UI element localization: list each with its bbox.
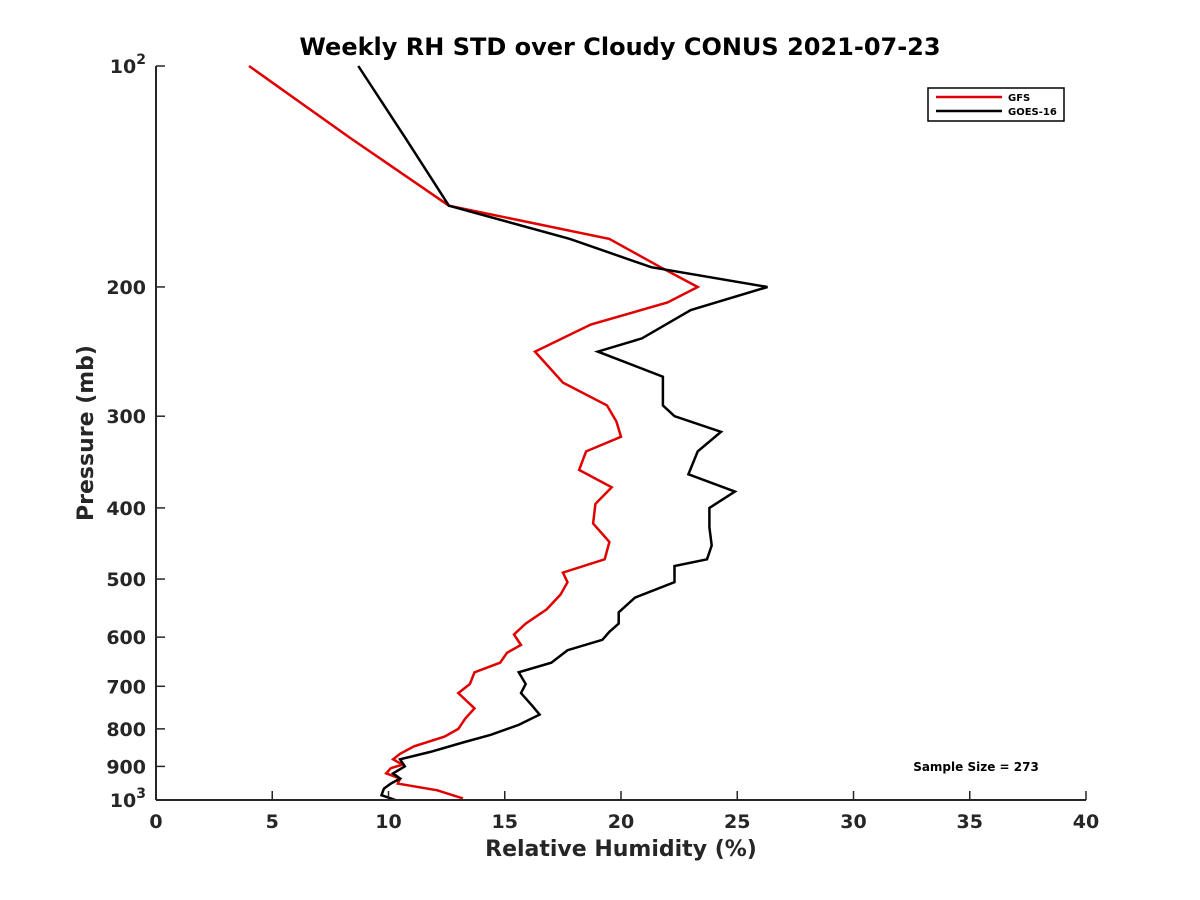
legend-label-gfs: GFS xyxy=(1008,93,1030,104)
legend-box xyxy=(927,87,1065,122)
x-tick-label: 30 xyxy=(840,811,866,833)
y-tick-label: 103 xyxy=(110,786,146,812)
y-tick-label: 800 xyxy=(106,719,146,741)
x-tick-label: 5 xyxy=(266,811,279,833)
y-tick-label: 500 xyxy=(106,569,146,591)
y-axis-ticks: 102 200 300 400 500 600 700 800 900 103 xyxy=(106,52,165,812)
x-tick-label: 0 xyxy=(149,811,162,833)
x-axis-ticks: 0 5 10 15 20 25 30 35 40 xyxy=(149,791,1099,833)
series-line-goes16 xyxy=(357,65,768,802)
y-axis-label: Pressure (mb) xyxy=(74,345,99,521)
chart-title: Weekly RH STD over Cloudy CONUS 2021-07-… xyxy=(299,33,940,61)
y-tick-label: 400 xyxy=(106,498,146,520)
series-layer xyxy=(248,64,768,802)
y-tick-label: 600 xyxy=(106,627,146,649)
y-tick-label: 102 xyxy=(110,52,146,78)
series-line-gfs xyxy=(248,64,701,800)
sample-size-annotation: Sample Size = 273 xyxy=(913,760,1039,774)
x-tick-label: 20 xyxy=(608,811,634,833)
legend: GFS GOES-16 xyxy=(927,87,1065,122)
y-tick-label: 900 xyxy=(106,756,146,778)
y-tick-label: 300 xyxy=(106,406,146,428)
x-tick-label: 10 xyxy=(375,811,401,833)
x-tick-label: 35 xyxy=(957,811,983,833)
x-axis-label: Relative Humidity (%) xyxy=(485,837,757,862)
y-tick-label: 200 xyxy=(106,277,146,299)
legend-label-goes16: GOES-16 xyxy=(1008,107,1057,118)
x-tick-label: 15 xyxy=(492,811,518,833)
x-tick-label: 40 xyxy=(1073,811,1099,833)
x-tick-label: 25 xyxy=(724,811,750,833)
y-tick-label: 700 xyxy=(106,676,146,698)
